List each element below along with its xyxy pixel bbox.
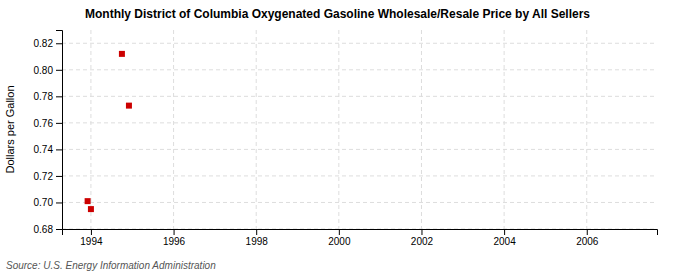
y-tick-label: 0.72 [34,171,54,182]
x-tick-label: 2004 [493,236,516,247]
y-tick-mark [56,70,62,71]
grid-line [586,30,587,229]
x-tick-label: 1996 [163,236,186,247]
x-tick-label: 2006 [576,236,599,247]
y-tick: 0.74 [34,144,62,155]
x-tick-label: 2000 [328,236,351,247]
grid-line [256,30,257,229]
x-axis: 1994 1996 1998 2000 2002 2004 2006 [63,229,658,247]
y-tick: 0.78 [34,91,62,102]
y-tick: 0.76 [34,118,62,129]
x-tick-mark [421,229,422,235]
y-tick-label: 0.70 [34,197,54,208]
x-tick-label: 1998 [246,236,269,247]
y-tick-label: 0.78 [34,91,54,102]
x-tick-label: 2002 [411,236,434,247]
x-tick-mark [339,229,340,235]
y-tick: 0.80 [34,65,62,76]
grid-line [421,30,422,229]
y-tick-mark [56,202,62,203]
grid-line [504,30,505,229]
source: Source: U.S. Energy Information Administ… [6,260,216,271]
x-tick-mark [91,229,92,235]
y-tick-label: 0.82 [34,38,54,49]
point [85,198,91,204]
x-tick: 1996 [163,229,186,247]
x-tick: 1994 [80,229,103,247]
y-tick: 0.68 [34,224,62,235]
y-tick-mark [56,229,62,230]
x-tick-label: 1994 [80,236,103,247]
grid-line [62,96,657,97]
y-tick-mark [56,96,62,97]
title: Monthly District of Columbia Oxygenated … [85,7,590,21]
grid-line [62,175,657,176]
x-tick: 2006 [576,229,599,247]
point [119,51,125,57]
x-tick: 2000 [328,229,351,247]
x-tick: 2002 [411,229,434,247]
x-tick: 2004 [493,229,516,247]
y-tick-label: 0.80 [34,65,54,76]
grid-line [338,30,339,229]
x-tick-mark [587,229,588,235]
point [88,206,94,212]
y-tick-mark [56,123,62,124]
plot: 1994 1996 1998 2000 2002 2004 2006 0.68 0.70 0.72… [34,30,658,247]
x-axis-line [63,230,658,236]
grid-line [62,43,657,44]
y-tick: 0.72 [34,171,62,182]
grid-line [173,30,174,229]
grid [62,30,657,229]
grid-line [62,202,657,203]
grid-line [62,69,657,70]
grid-line [62,122,657,123]
y-tick-label: 0.76 [34,118,54,129]
x-tick-mark [504,229,505,235]
y-tick-mark [56,176,62,177]
y-tick: 0.82 [34,38,62,49]
y-tick-mark [56,149,62,150]
x-tick-mark [256,229,257,235]
y-tick-label: 0.68 [34,224,54,235]
chart: 1994 1996 1998 2000 2002 2004 2006 0.68 0.70 0.72… [0,0,675,275]
y-tick: 0.70 [34,197,62,208]
x-tick-mark [174,229,175,235]
y-axis-line [56,31,63,230]
y-axis-title: Dollars per Gallon [4,85,16,173]
grid-line [62,149,657,150]
y-axis: 0.68 0.70 0.72 0.74 0.76 0.78 0.80 0.82 [34,31,63,235]
point [126,103,132,109]
y-tick-label: 0.74 [34,144,54,155]
y-tick-mark [56,43,62,44]
x-tick: 1998 [246,229,269,247]
points [85,51,132,212]
